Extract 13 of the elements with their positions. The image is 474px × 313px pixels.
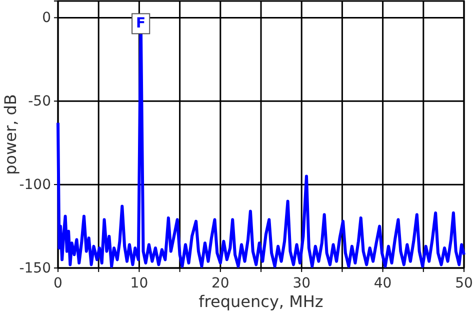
y-axis-title: power, dB — [1, 94, 20, 175]
y-tick-label: -100 — [19, 177, 51, 194]
annotation: F — [136, 16, 146, 32]
y-tick-label: -150 — [19, 260, 51, 276]
x-tick-label: 0 — [54, 276, 62, 292]
x-tick-label: 30 — [292, 276, 311, 292]
x-tick-label: 40 — [374, 276, 392, 292]
y-tick-label: -50 — [28, 94, 51, 110]
y-tick-label: 0 — [42, 10, 51, 26]
x-tick-label: 50 — [455, 276, 473, 292]
x-tick-label: 10 — [130, 276, 148, 292]
x-tick-label: 20 — [211, 276, 230, 292]
x-axis-title: frequency, MHz — [198, 292, 324, 311]
